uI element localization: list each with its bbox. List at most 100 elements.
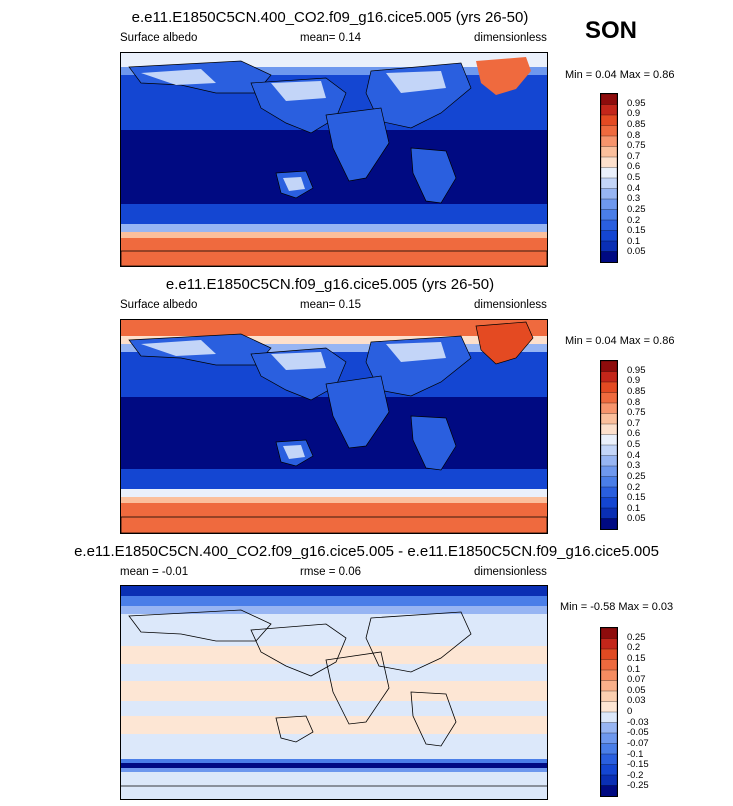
panel3-mean-label: mean = -0.01: [120, 566, 189, 578]
panel1-mean-label: mean= 0.14: [300, 32, 362, 44]
panel3-map: [120, 585, 548, 800]
colorbar-swatch: [601, 518, 617, 529]
colorbar-swatch: [601, 628, 617, 639]
colorbar-swatch: [601, 444, 617, 456]
panel1-title: e.e11.E1850C5CN.400_CO2.f09_g16.cice5.00…: [131, 9, 529, 26]
colorbar-swatch: [601, 497, 617, 509]
colorbar-swatch: [601, 753, 617, 765]
colorbar-tick-label: 0.3: [627, 193, 641, 205]
colorbar-tick-label: -0.15: [627, 759, 649, 771]
panel3-colorbar-svg: [601, 628, 617, 796]
colorbar-swatch: [601, 381, 617, 393]
colorbar-tick-label: 0.2: [627, 481, 641, 493]
colorbar-tick-label: 0.7: [627, 417, 641, 429]
colorbar-swatch: [601, 711, 617, 723]
colorbar-swatch: [601, 230, 617, 242]
colorbar-swatch: [601, 135, 617, 147]
panel3-units-label: dimensionless: [474, 566, 547, 578]
colorbar-swatch: [601, 240, 617, 252]
colorbar-tick-label: 0.6: [627, 161, 641, 173]
colorbar-tick-label: 0.25: [627, 203, 646, 215]
colorbar-swatch: [601, 774, 617, 786]
colorbar-swatch: [601, 188, 617, 200]
colorbar-swatch: [601, 701, 617, 713]
panel2-minmax: Min = 0.04 Max = 0.86: [565, 335, 675, 347]
colorbar-tick-label: 0.8: [627, 129, 641, 141]
colorbar-swatch: [601, 413, 617, 425]
colorbar-swatch: [601, 648, 617, 660]
colorbar-swatch: [601, 104, 617, 116]
colorbar-swatch: [601, 251, 617, 262]
panel1-variable-label: Surface albedo: [120, 32, 198, 44]
colorbar-tick-label: 0.25: [627, 631, 646, 643]
colorbar-swatch: [601, 371, 617, 383]
colorbar-swatch: [601, 94, 617, 105]
panel2-units-label: dimensionless: [474, 299, 547, 311]
colorbar-swatch: [601, 209, 617, 221]
colorbar-swatch: [601, 156, 617, 168]
colorbar-tick-label: 0.05: [627, 513, 646, 525]
colorbar-swatch: [601, 669, 617, 681]
colorbar-swatch: [601, 476, 617, 488]
colorbar-tick-label: 0.3: [627, 460, 641, 472]
colorbar-tick-label: 0.05: [627, 684, 646, 696]
colorbar-swatch: [601, 680, 617, 692]
colorbar-tick-label: 0.15: [627, 652, 646, 664]
colorbar-swatch: [601, 392, 617, 404]
colorbar-swatch: [601, 465, 617, 477]
colorbar-tick-label: 0.85: [627, 385, 646, 397]
colorbar-tick-label: 0.1: [627, 502, 641, 514]
panel3-colorbar: [600, 627, 618, 797]
colorbar-tick-label: 0.95: [627, 97, 646, 109]
panel1-colorbar-svg: [601, 94, 617, 262]
colorbar-swatch: [601, 732, 617, 744]
colorbar-swatch: [601, 690, 617, 702]
colorbar-tick-label: -0.05: [627, 727, 649, 739]
colorbar-swatch: [601, 125, 617, 137]
colorbar-tick-label: 0.2: [627, 214, 641, 226]
colorbar-tick-label: -0.03: [627, 716, 649, 728]
colorbar-tick-label: 0.2: [627, 642, 641, 654]
colorbar-swatch: [601, 198, 617, 210]
colorbar-tick-label: 0.15: [627, 492, 646, 504]
colorbar-tick-label: 0.7: [627, 150, 641, 162]
colorbar-swatch: [601, 486, 617, 498]
colorbar-swatch: [601, 638, 617, 650]
colorbar-swatch: [601, 361, 617, 372]
colorbar-tick-label: 0.4: [627, 182, 641, 194]
colorbar-tick-label: 0.15: [627, 225, 646, 237]
colorbar-swatch: [601, 743, 617, 755]
colorbar-swatch: [601, 434, 617, 446]
colorbar-tick-label: 0.5: [627, 172, 641, 183]
panel1-map: [120, 52, 548, 267]
colorbar-tick-label: 0.25: [627, 470, 646, 482]
colorbar-swatch: [601, 659, 617, 671]
colorbar-tick-label: -0.2: [627, 769, 644, 781]
colorbar-tick-label: 0.4: [627, 449, 641, 461]
colorbar-tick-label: 0.9: [627, 375, 641, 387]
panel2-title: e.e11.E1850C5CN.f09_g16.cice5.005 (yrs 2…: [165, 276, 495, 293]
colorbar-swatch: [601, 177, 617, 189]
colorbar-tick-label: 0: [627, 706, 633, 717]
colorbar-tick-label: 0.05: [627, 246, 646, 258]
colorbar-swatch: [601, 423, 617, 435]
colorbar-swatch: [601, 722, 617, 734]
panel2-map: [120, 319, 548, 534]
colorbar-tick-label: 0.9: [627, 108, 641, 120]
colorbar-tick-label: -0.07: [627, 737, 649, 749]
colorbar-swatch: [601, 167, 617, 179]
colorbar-tick-label: 0.1: [627, 663, 641, 675]
panel3-rmse-label: rmse = 0.06: [300, 566, 362, 578]
colorbar-tick-label: -0.1: [627, 748, 644, 760]
panel2-variable-label: Surface albedo: [120, 299, 198, 311]
colorbar-tick-label: 0.95: [627, 364, 646, 376]
season-label: SON: [585, 17, 638, 44]
colorbar-tick-label: 0.07: [627, 674, 646, 686]
panel2-colorbar-svg: [601, 361, 617, 529]
colorbar-swatch: [601, 764, 617, 776]
panel2-mean-label: mean= 0.15: [300, 299, 362, 311]
colorbar-swatch: [601, 114, 617, 126]
panel3-title: e.e11.E1850C5CN.400_CO2.f09_g16.cice5.00…: [74, 543, 659, 560]
colorbar-tick-label: 0.85: [627, 118, 646, 130]
colorbar-tick-label: 0.1: [627, 235, 641, 247]
